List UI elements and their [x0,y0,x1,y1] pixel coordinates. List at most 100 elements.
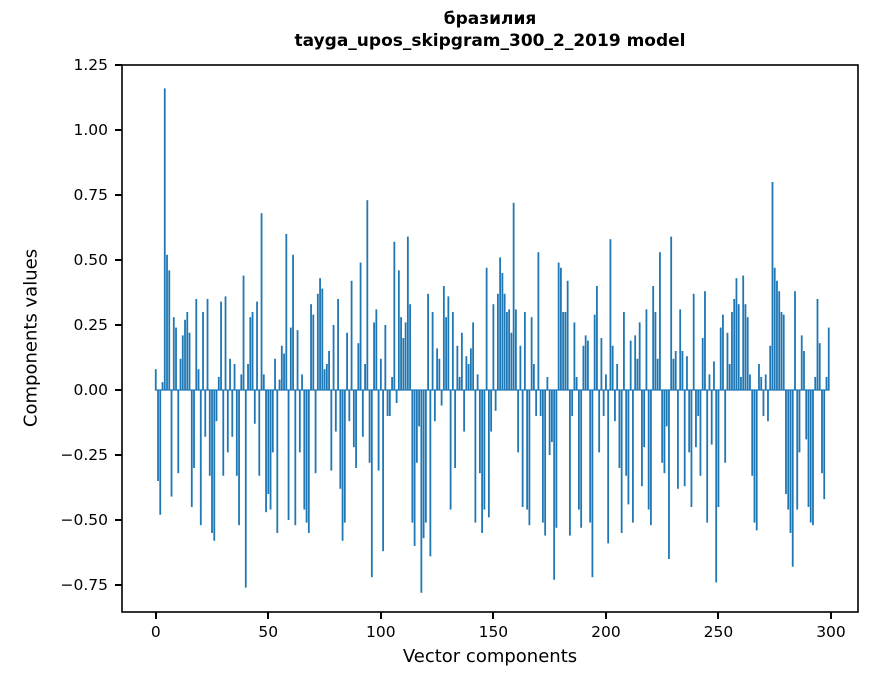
bar [744,304,747,390]
bar [719,327,722,390]
bar [487,389,490,518]
bar [355,389,357,468]
x-tick-label: 300 [816,623,846,641]
bar [742,275,745,390]
bar [499,257,502,390]
bar [276,389,279,533]
bar [503,293,506,390]
bar [202,311,204,390]
bar [481,389,484,533]
axes-spines [121,64,859,613]
chart-title-model: tayga_upos_skipgram_300_2_2019 model [294,31,686,51]
bar [582,345,585,390]
bar [776,280,778,390]
bar [411,389,414,523]
bar [415,389,418,463]
bar [521,389,524,507]
bar [749,374,751,390]
bar [240,374,243,390]
bar [803,350,805,390]
bar [551,389,553,442]
x-tick-label: 50 [258,623,279,641]
bar [206,298,209,390]
y-tick-mark [115,323,122,326]
bar [717,389,720,507]
bar [514,309,517,390]
bar [267,389,270,494]
bar [701,337,704,390]
bar [154,369,157,390]
bar [823,389,826,500]
bar [406,236,409,390]
bar [492,304,495,390]
bar [722,314,724,390]
bar [805,389,808,440]
bar [769,345,772,390]
bar [650,389,652,526]
bar [812,389,814,526]
bar [697,389,700,416]
bar [458,376,461,390]
bar [760,376,763,390]
bar [602,389,605,416]
bar [177,389,180,474]
y-tick-label: 1.25 [73,56,108,74]
bar [418,389,420,427]
bar [647,389,650,510]
bar [508,309,511,390]
bar [413,389,416,546]
bar [397,270,400,390]
bar [656,358,659,390]
y-tick-mark [115,64,122,66]
bar [623,311,625,390]
bar [373,322,375,390]
bar [659,252,661,390]
bar [370,389,373,578]
bar [753,389,756,523]
bar [535,389,538,416]
bar [519,345,522,390]
y-tick-label: 1.00 [73,120,108,139]
bar [726,332,729,390]
bar [294,389,297,526]
bar [724,389,727,463]
bar [557,262,560,390]
bar [449,389,452,510]
bar [364,363,366,390]
bar [382,389,384,552]
x-tick-mark [492,612,495,619]
bar [384,324,387,390]
bar [460,332,463,390]
bar [728,363,731,390]
bar [307,389,310,533]
bar [429,389,432,557]
bar [652,285,655,390]
bar [188,332,191,390]
bar [771,181,774,390]
y-tick-label: 0.25 [73,315,108,334]
bar [782,314,785,390]
bar [271,389,274,453]
bar [794,291,796,390]
bar [337,298,339,390]
bar [681,350,684,390]
bar [737,304,740,390]
y-tick-mark [115,388,122,391]
bar [593,314,596,390]
bar [420,389,423,593]
bar [436,348,439,390]
bar [575,376,578,390]
bar [665,389,668,427]
bar [686,356,688,390]
bar [683,389,686,487]
bar [249,317,252,390]
bar [303,389,306,510]
bar [172,317,175,390]
bar [285,233,288,390]
bar [537,252,540,390]
bar [157,389,159,481]
bar [605,374,607,390]
x-tick-mark [267,612,270,619]
bar [287,389,290,520]
